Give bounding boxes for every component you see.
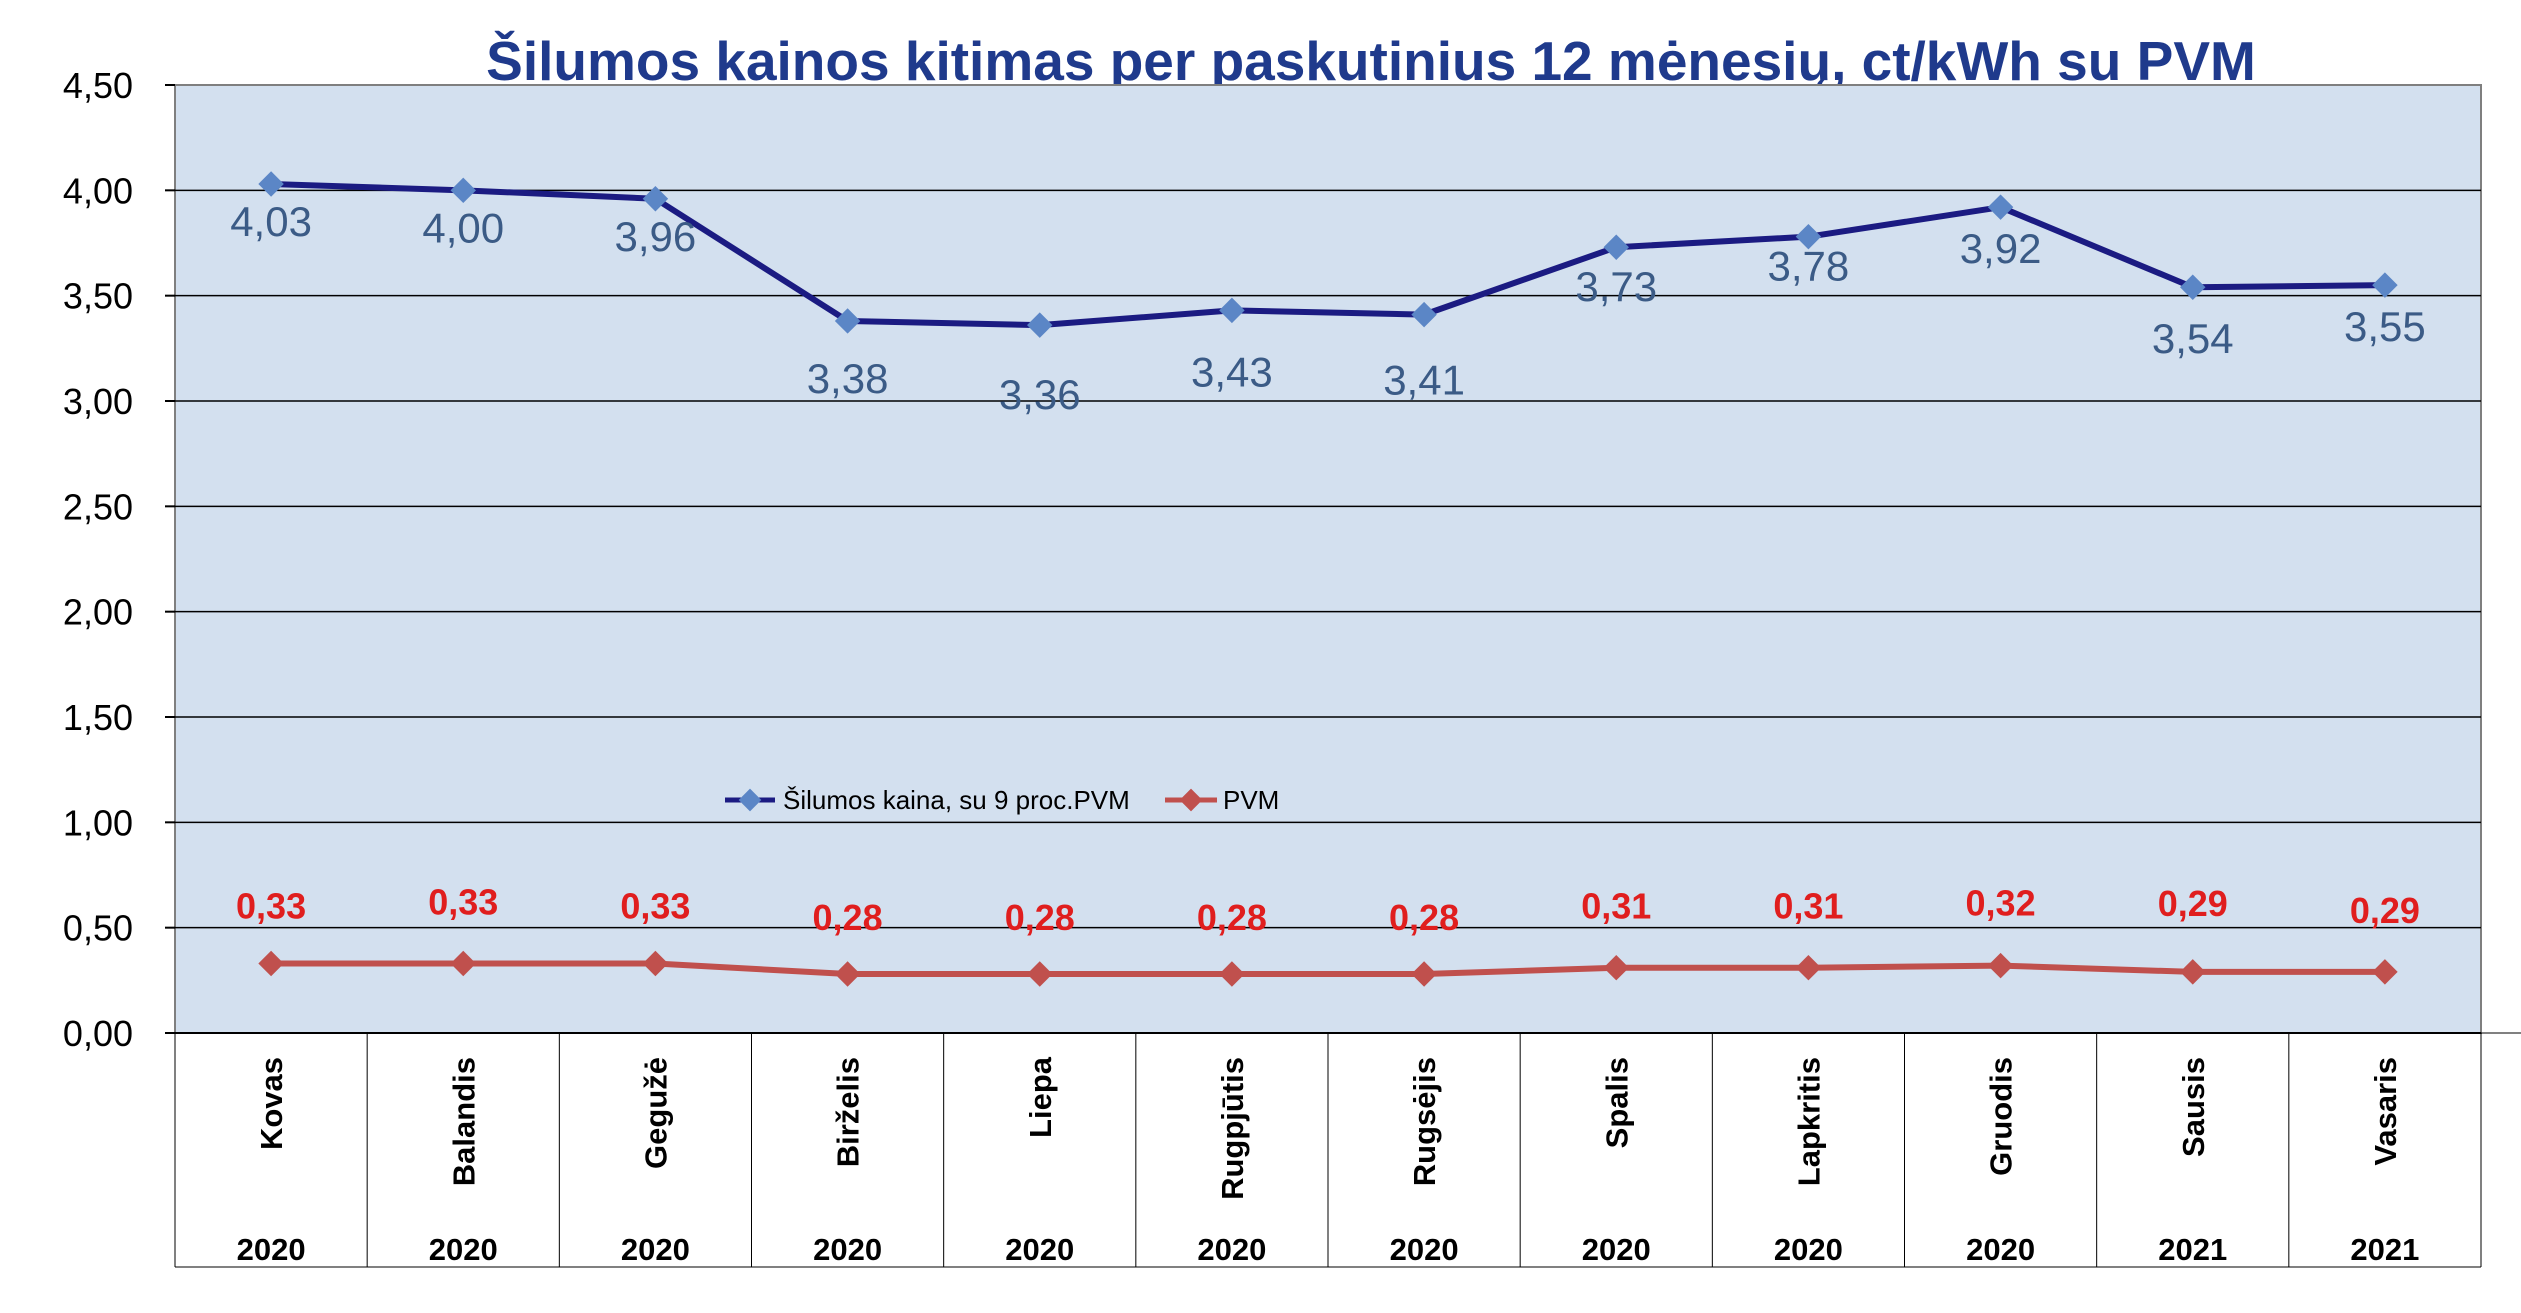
- x-year-label: 2020: [237, 1232, 306, 1267]
- data-label: 0,33: [428, 881, 498, 922]
- x-category-label: Rugsėjis: [1407, 1057, 1442, 1186]
- data-label: 0,32: [1966, 883, 2036, 924]
- x-year-label: 2020: [1005, 1232, 1074, 1267]
- data-label: 3,38: [807, 355, 889, 402]
- y-axis-ticks: 0,00 0,50 1,00 1,50 2,00 2,50 3,00 3,50 4,00 4,50: [63, 65, 175, 1054]
- data-label: 0,33: [620, 885, 690, 926]
- x-year-label: 2020: [1774, 1232, 1843, 1267]
- y-tick-label: 2,00: [63, 592, 133, 633]
- series-line: [271, 960, 2385, 978]
- data-point: [834, 961, 861, 987]
- data-point: [450, 177, 476, 204]
- data-point: [258, 171, 284, 197]
- y-tick-label: 0,00: [63, 1013, 133, 1054]
- x-category-label: Kovas: [254, 1057, 289, 1150]
- data-label: 3,96: [615, 213, 697, 260]
- x-category-label: Spalis: [1599, 1057, 1634, 1148]
- plot-area: [174, 84, 2482, 1034]
- x-year-label: 2020: [813, 1232, 882, 1267]
- chart-title: Šilumos kainos kitimas per paskutinius 1…: [486, 30, 2256, 92]
- y-tick-label: 2,50: [63, 486, 133, 527]
- data-label: 4,00: [422, 204, 504, 251]
- y-tick-label: 4,50: [63, 65, 133, 106]
- x-year-label: 2020: [1197, 1232, 1266, 1267]
- x-year-label: 2021: [2350, 1232, 2419, 1267]
- data-label: 0,31: [1581, 886, 1651, 927]
- x-year-label: 2021: [2158, 1232, 2227, 1267]
- data-label: 0,28: [813, 897, 883, 938]
- x-category-label: Balandis: [446, 1057, 481, 1186]
- x-year-label: 2020: [1966, 1232, 2035, 1267]
- data-point: [834, 308, 861, 334]
- data-label: 0,29: [2350, 890, 2420, 931]
- y-tick-label: 3,50: [63, 276, 133, 317]
- series-line: [270, 181, 2385, 329]
- data-label: 3,41: [1383, 357, 1465, 404]
- data-label: 0,28: [1005, 897, 1075, 938]
- data-label: 3,43: [1191, 348, 1273, 395]
- x-category-label: Birželis: [831, 1057, 866, 1167]
- x-category-label: Lapkritis: [1791, 1057, 1826, 1186]
- x-category-label: Gegužė: [638, 1057, 673, 1169]
- x-year-label: 2020: [1390, 1232, 1459, 1267]
- data-label: 3,92: [1960, 225, 2042, 272]
- x-category-label: Rugpjūtis: [1215, 1057, 1250, 1200]
- series-group: 4,03 4,00 3,96 3,38 3,36 3,43 3,41 3,73 3,78 3,92…: [230, 171, 2426, 987]
- data-label: 3,54: [2152, 315, 2234, 362]
- data-label: 3,73: [1575, 263, 1657, 310]
- data-point: [450, 950, 476, 977]
- x-category-label: Sausis: [2176, 1057, 2211, 1157]
- data-label: 3,55: [2344, 303, 2426, 350]
- data-label: 0,33: [236, 885, 306, 926]
- data-label: 0,29: [2158, 883, 2228, 924]
- legend-label-pvm: PVM: [1223, 785, 1279, 815]
- data-point: [258, 950, 284, 977]
- data-label: 0,31: [1773, 886, 1843, 927]
- legend-label-heat: Šilumos kaina, su 9 proc.PVM: [783, 785, 1130, 815]
- data-label: 3,36: [999, 371, 1081, 418]
- x-year-label: 2020: [621, 1232, 690, 1267]
- x-category-label: Vasaris: [2368, 1057, 2403, 1166]
- data-label: 3,78: [1768, 243, 1850, 290]
- gridlines: [175, 189, 2481, 929]
- data-label: 4,03: [230, 198, 312, 245]
- y-tick-label: 4,00: [63, 170, 133, 211]
- x-year-label: 2020: [1582, 1232, 1651, 1267]
- x-category-label: Liepa: [1023, 1056, 1058, 1138]
- legend: Šilumos kaina, su 9 proc.PVM PVM: [725, 785, 1279, 815]
- data-point: [642, 950, 669, 977]
- x-axis-table: Kovas 2020 Balandis 2020 Gegužė 2020 Birželis 2…: [174, 1032, 2521, 1268]
- x-year-label: 2020: [429, 1232, 498, 1267]
- data-label: 0,28: [1389, 897, 1459, 938]
- y-tick-label: 1,00: [63, 802, 133, 843]
- y-tick-label: 0,50: [63, 908, 133, 949]
- y-tick-label: 1,50: [63, 697, 133, 738]
- data-point: [642, 186, 669, 212]
- y-tick-label: 3,00: [63, 381, 133, 422]
- x-category-label: Gruodis: [1984, 1057, 2019, 1176]
- data-label: 0,28: [1197, 897, 1267, 938]
